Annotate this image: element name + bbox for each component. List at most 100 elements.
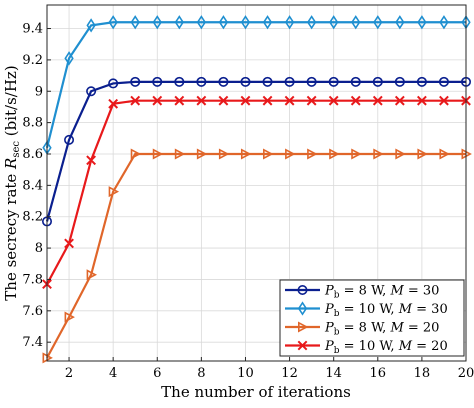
- y-tick-label: 9: [35, 84, 43, 99]
- data-point: [108, 186, 120, 198]
- data-point: [263, 148, 274, 160]
- legend-label-part: b: [334, 291, 340, 301]
- y-tick-label: 9.2: [22, 53, 43, 68]
- legend-label-part: = 10 W,: [340, 339, 399, 354]
- data-point: [394, 95, 405, 106]
- data-point: [196, 76, 207, 87]
- data-point: [64, 238, 74, 249]
- series-3: [42, 148, 472, 364]
- data-point: [196, 148, 208, 160]
- data-point: [218, 148, 230, 160]
- data-point: [328, 76, 339, 87]
- data-point: [416, 95, 427, 106]
- series-4: [42, 95, 471, 290]
- data-point: [373, 15, 383, 30]
- data-point: [196, 95, 207, 106]
- data-point: [218, 95, 229, 106]
- data-point: [240, 76, 251, 87]
- x-tick-label: 14: [325, 366, 342, 381]
- legend-entry: Pb = 8 W, M = 30: [285, 284, 439, 301]
- data-point: [152, 148, 164, 160]
- data-point: [218, 15, 229, 30]
- x-tick-label: 6: [153, 366, 161, 381]
- legend-label-part: P: [324, 321, 334, 336]
- data-point: [329, 15, 339, 30]
- data-point: [284, 15, 295, 30]
- x-tick-label: 12: [281, 366, 298, 381]
- data-point: [152, 15, 162, 30]
- data-point: [297, 301, 308, 316]
- legend-label: Pb = 10 W, M = 30: [324, 302, 448, 319]
- data-point: [240, 95, 251, 106]
- legend-label-part: P: [324, 284, 334, 299]
- data-point: [395, 148, 406, 160]
- data-point: [297, 340, 308, 351]
- legend-label-part: = 30: [404, 284, 440, 299]
- legend-label-part: b: [334, 309, 340, 319]
- data-point: [174, 95, 185, 106]
- data-point: [284, 95, 295, 106]
- data-point: [439, 148, 450, 160]
- x-tick-label: 18: [414, 366, 431, 381]
- data-point: [351, 148, 362, 160]
- data-point: [307, 148, 318, 160]
- plot-area-frame: [46, 4, 467, 362]
- data-point: [439, 95, 449, 106]
- data-point: [372, 95, 383, 106]
- legend-box: [279, 279, 465, 357]
- legend-label: Pb = 10 W, M = 20: [324, 339, 448, 356]
- series-2: [42, 15, 471, 155]
- legend-entry: Pb = 10 W, M = 30: [285, 301, 448, 319]
- data-point: [285, 148, 296, 160]
- x-tick-label: 4: [109, 366, 117, 381]
- data-point: [395, 15, 405, 30]
- data-point: [64, 134, 75, 145]
- x-tick-label: 10: [237, 366, 254, 381]
- legend-label-part: = 30: [412, 302, 448, 317]
- y-tick-label: 7.4: [22, 335, 43, 350]
- legend-label-part: M: [389, 321, 404, 336]
- y-tick-label: 8.6: [22, 147, 43, 162]
- data-point: [64, 51, 74, 66]
- data-point: [130, 95, 141, 106]
- data-point: [350, 76, 361, 87]
- legend-label-part: M: [398, 339, 413, 354]
- data-point: [329, 148, 340, 160]
- data-point: [240, 15, 251, 30]
- data-point: [152, 95, 163, 106]
- data-point: [351, 15, 361, 30]
- x-tick-label: 16: [370, 366, 387, 381]
- data-point: [196, 15, 207, 30]
- data-point: [152, 76, 163, 87]
- data-point: [373, 148, 384, 160]
- legend-label-part: P: [324, 302, 334, 317]
- y-axis-unit: (bit/s/Hz): [2, 65, 20, 141]
- data-point: [262, 76, 273, 87]
- data-point: [438, 76, 449, 87]
- data-point: [174, 148, 186, 160]
- data-point: [306, 15, 317, 30]
- legend-label-part: M: [389, 284, 404, 299]
- y-tick-label: 7.6: [22, 304, 43, 319]
- legend-label-part: = 8 W,: [340, 321, 391, 336]
- data-point: [130, 76, 141, 87]
- legend-label-part: = 8 W,: [340, 284, 391, 299]
- y-tick-label: 9.4: [22, 22, 43, 37]
- data-point: [108, 15, 118, 30]
- legend-label-part: = 20: [412, 339, 448, 354]
- series-line: [46, 99, 466, 285]
- data-point: [64, 311, 75, 323]
- legend-entry: Pb = 8 W, M = 20: [285, 321, 439, 338]
- data-point: [108, 78, 119, 89]
- y-axis-title: The secrecy rate Rsec (bit/s/Hz): [2, 65, 22, 300]
- legend-label-part: = 20: [404, 321, 440, 336]
- legend-label-part: M: [398, 302, 413, 317]
- y-tick-label: 8.8: [22, 116, 43, 131]
- data-point: [130, 15, 140, 30]
- data-point: [416, 76, 427, 87]
- legend-label-part: = 10 W,: [340, 302, 399, 317]
- legend-label-part: P: [324, 339, 334, 354]
